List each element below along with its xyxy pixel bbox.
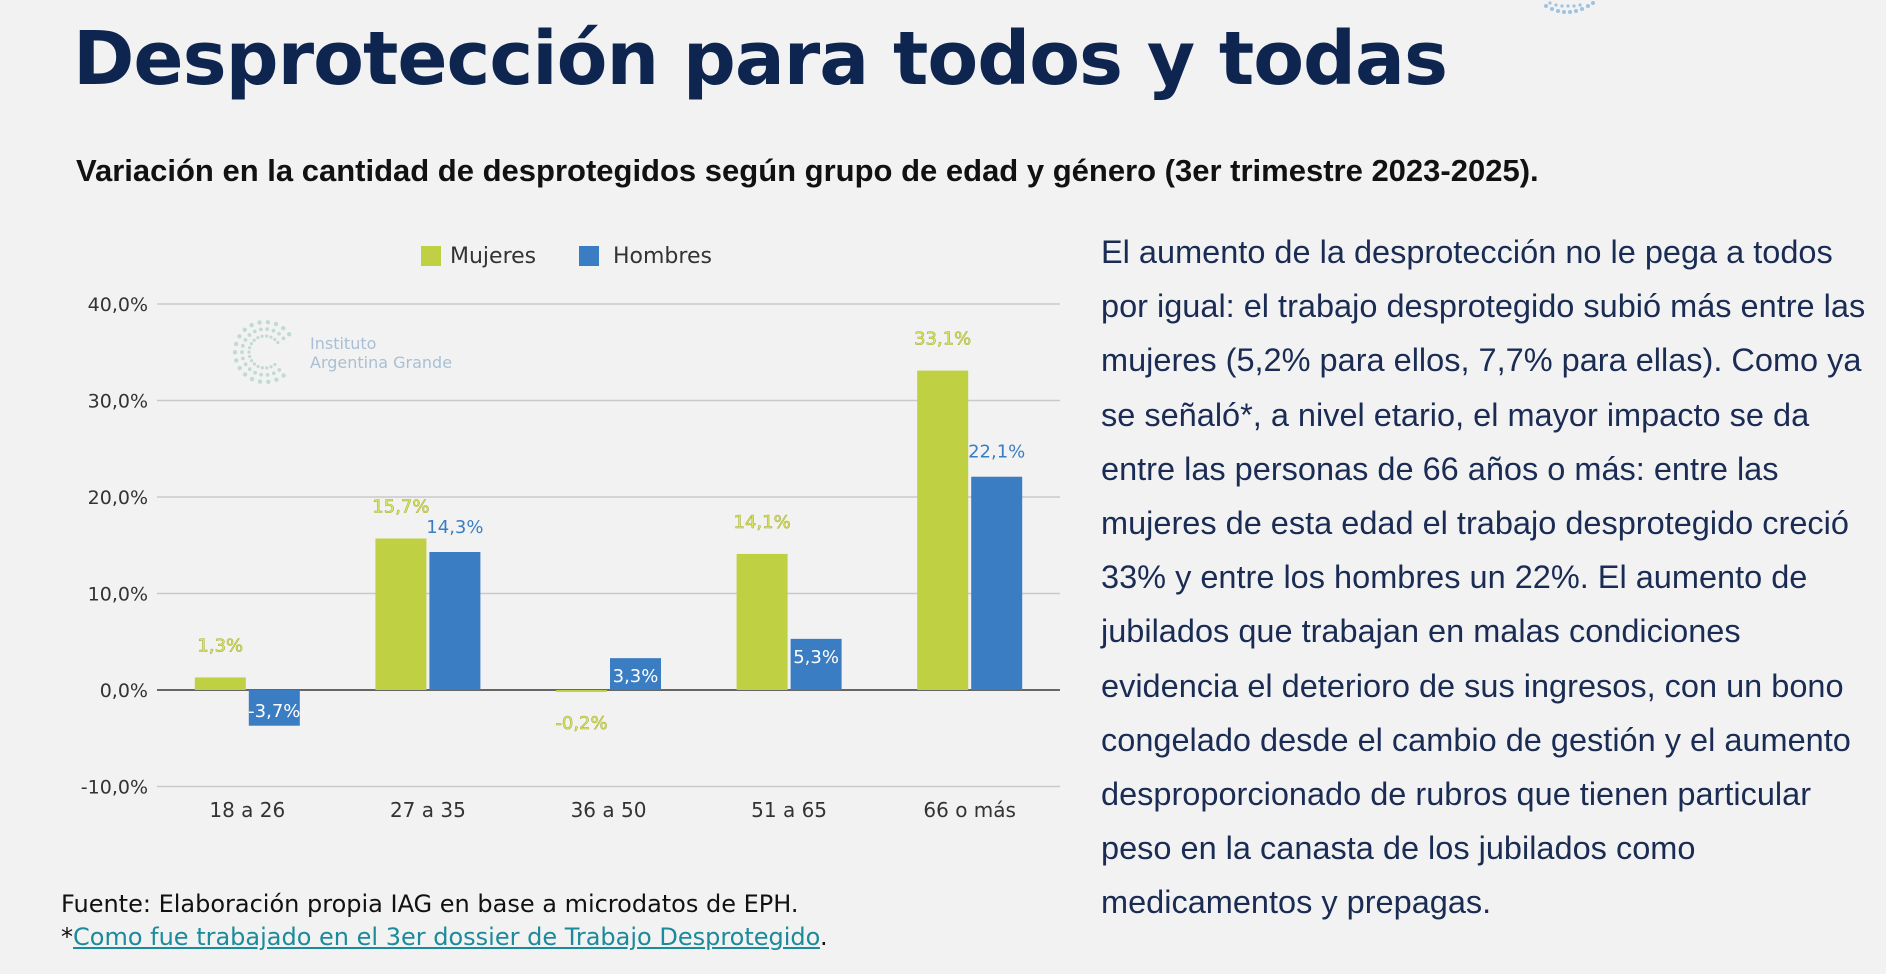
bar-hombres [790, 638, 842, 690]
watermark: Instituto Argentina Grande [232, 319, 452, 385]
chart-subtitle: Variación en la cantidad de desprotegido… [76, 153, 1539, 188]
page-title: Desprotección para todos y todas [73, 16, 1448, 102]
source-note: Fuente: Elaboración propia IAG en base a… [61, 888, 828, 954]
x-tick-label: 36 a 50 [571, 798, 647, 822]
bar-mujeres [375, 538, 427, 690]
data-label-mujeres: -0,2% [555, 713, 607, 734]
legend-swatch-hombres [579, 246, 599, 266]
data-label-mujeres: 1,3% [197, 635, 243, 656]
x-tick-label: 66 o más [923, 798, 1016, 822]
data-label-hombres: -3,7% [248, 701, 300, 722]
legend-label-hombres: Hombres [613, 244, 712, 269]
reference-line: *Como fue trabajado en el 3er dossier de… [61, 921, 828, 954]
grid [157, 303, 1060, 788]
y-tick-label: 10,0% [88, 584, 148, 606]
x-axis: 18 a 26 27 a 35 36 a 50 51 a 65 66 o más [209, 798, 1016, 822]
bar-hombres [610, 658, 661, 690]
data-label-mujeres: 33,1% [914, 329, 971, 350]
bar-mujeres [194, 677, 246, 690]
bar-hombres [429, 552, 481, 690]
y-tick-label: 40,0% [88, 294, 148, 316]
y-tick-label: 20,0% [88, 487, 148, 509]
data-label-hombres: 14,3% [426, 517, 483, 538]
data-label-mujeres: 14,1% [734, 512, 791, 533]
watermark-line1: Instituto [310, 334, 376, 353]
x-tick-label: 18 a 26 [209, 798, 285, 822]
bar-chart: Instituto Argentina Grande Mujeres Hombr… [81, 244, 1060, 822]
watermark-logo-icon [232, 319, 292, 385]
body-paragraph: El aumento de la desprotección no le peg… [1101, 234, 1866, 921]
watermark-line2: Argentina Grande [310, 353, 452, 372]
data-label-hombres: 3,3% [613, 666, 659, 687]
legend-swatch-mujeres [421, 246, 441, 266]
legend: Mujeres Hombres [421, 244, 712, 269]
data-label-hombres: 5,3% [793, 647, 839, 668]
reference-period: . [819, 923, 828, 951]
asterisk: * [61, 923, 73, 951]
logo-icon [1544, 1, 1595, 14]
bar-mujeres [736, 553, 788, 690]
bars: 1,3% -3,7% 15,7%14,3% -0,2% 3,3% 14,1% 5,3% 33,… [194, 328, 1025, 734]
bar-mujeres [917, 370, 969, 690]
legend-label-mujeres: Mujeres [450, 244, 536, 269]
y-axis: -10,0% 0,0% 10,0% 20,0% 30,0% 40,0% [81, 294, 148, 799]
y-tick-label: -10,0% [81, 777, 148, 799]
x-tick-label: 51 a 65 [751, 798, 827, 822]
dossier-link[interactable]: Como fue trabajado en el 3er dossier de … [73, 923, 820, 951]
y-tick-label: 30,0% [88, 391, 148, 413]
source-line: Fuente: Elaboración propia IAG en base a… [61, 890, 799, 918]
y-tick-label: 0,0% [100, 680, 148, 702]
bar-hombres [248, 690, 300, 726]
data-label-hombres: 22,1% [968, 442, 1025, 463]
bar-hombres [971, 476, 1023, 690]
bar-mujeres [556, 690, 607, 692]
data-label-mujeres: 15,7% [372, 496, 429, 517]
x-tick-label: 27 a 35 [390, 798, 466, 822]
